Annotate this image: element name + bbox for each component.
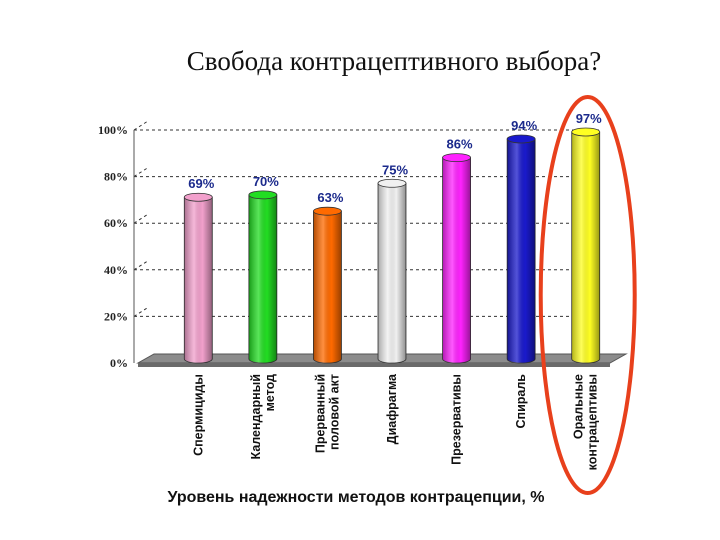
bar-cap <box>377 178 407 188</box>
y-axis: 0% 20% 40% 60% 80% 100% <box>98 123 128 370</box>
floor-front <box>138 363 610 367</box>
data-label: 97% <box>576 111 602 126</box>
bar <box>442 153 471 364</box>
x-tick-label-line: Прерванный <box>313 374 327 453</box>
gridline-depth <box>133 260 149 271</box>
x-tick-label-line: Календарный <box>249 374 263 459</box>
data-label: 86% <box>447 137 473 152</box>
highlight-group <box>538 95 637 495</box>
x-tick-label: Календарный метод <box>249 374 277 460</box>
bar-shading <box>313 211 342 363</box>
y-tick-label: 60% <box>104 216 128 230</box>
bar <box>313 206 342 364</box>
data-label: 63% <box>317 190 343 205</box>
highlight-ellipse <box>538 95 637 495</box>
y-tick-label: 40% <box>104 263 128 277</box>
bar <box>183 192 213 364</box>
y-tick-label: 20% <box>104 309 128 323</box>
x-tick-label-line: Диафрагма <box>385 373 399 444</box>
bar-cap <box>313 206 342 216</box>
bar-cap <box>248 190 278 200</box>
x-tick-label: Презервативы <box>450 374 464 465</box>
data-label: 75% <box>382 162 408 177</box>
gridline-depth <box>133 213 149 224</box>
gridline-depth <box>133 306 149 317</box>
data-label: 70% <box>253 174 279 189</box>
x-tick-label-line: Спираль <box>514 374 528 429</box>
bar-cap <box>506 134 536 144</box>
x-tick-label: Оральные контрацептивы <box>572 374 600 470</box>
bar-shading <box>248 194 277 363</box>
x-axis: Спермициды Календарный метод Прерванный поло… <box>191 373 599 470</box>
bar <box>571 127 601 364</box>
bar <box>377 178 407 364</box>
x-tick-label-line: Спермициды <box>191 374 205 456</box>
data-label: 94% <box>511 118 537 133</box>
bar <box>506 134 536 364</box>
gridline-depth <box>133 167 149 178</box>
bar-shading <box>507 138 536 363</box>
x-tick-label: Спираль <box>514 374 528 429</box>
x-tick-label-line: Презервативы <box>450 374 464 465</box>
bar-shading <box>184 197 213 363</box>
x-axis-title: Уровень надежности методов контрацепции,… <box>167 489 544 506</box>
bar-shading <box>571 131 600 363</box>
gridline-depth <box>133 120 149 131</box>
bars <box>183 127 601 364</box>
gridlines <box>133 120 600 363</box>
bar <box>248 190 278 364</box>
y-tick-label: 0% <box>110 356 128 370</box>
y-tick-label: 80% <box>104 170 128 184</box>
x-tick-label: Спермициды <box>191 374 205 456</box>
x-tick-label: Диафрагма <box>385 373 399 444</box>
data-label: 69% <box>188 176 214 191</box>
x-tick-label-line: метод <box>263 374 277 411</box>
bar-shading <box>442 157 471 363</box>
x-tick-label-line: контрацептивы <box>586 374 600 470</box>
data-labels: 69% 70% 63% 75% 86% 94% 97% <box>188 111 602 205</box>
y-tick-label: 100% <box>98 123 128 137</box>
chart-title: Свобода контрацептивного выбора? <box>187 46 601 76</box>
x-tick-label: Прерванный половой акт <box>313 374 341 453</box>
bar-cap <box>183 192 213 202</box>
x-tick-label-line: половой акт <box>327 374 341 450</box>
bar-cap <box>571 127 601 137</box>
x-tick-label-line: Оральные <box>572 374 586 439</box>
bar-cap <box>442 153 471 163</box>
bar-shading <box>378 183 406 363</box>
